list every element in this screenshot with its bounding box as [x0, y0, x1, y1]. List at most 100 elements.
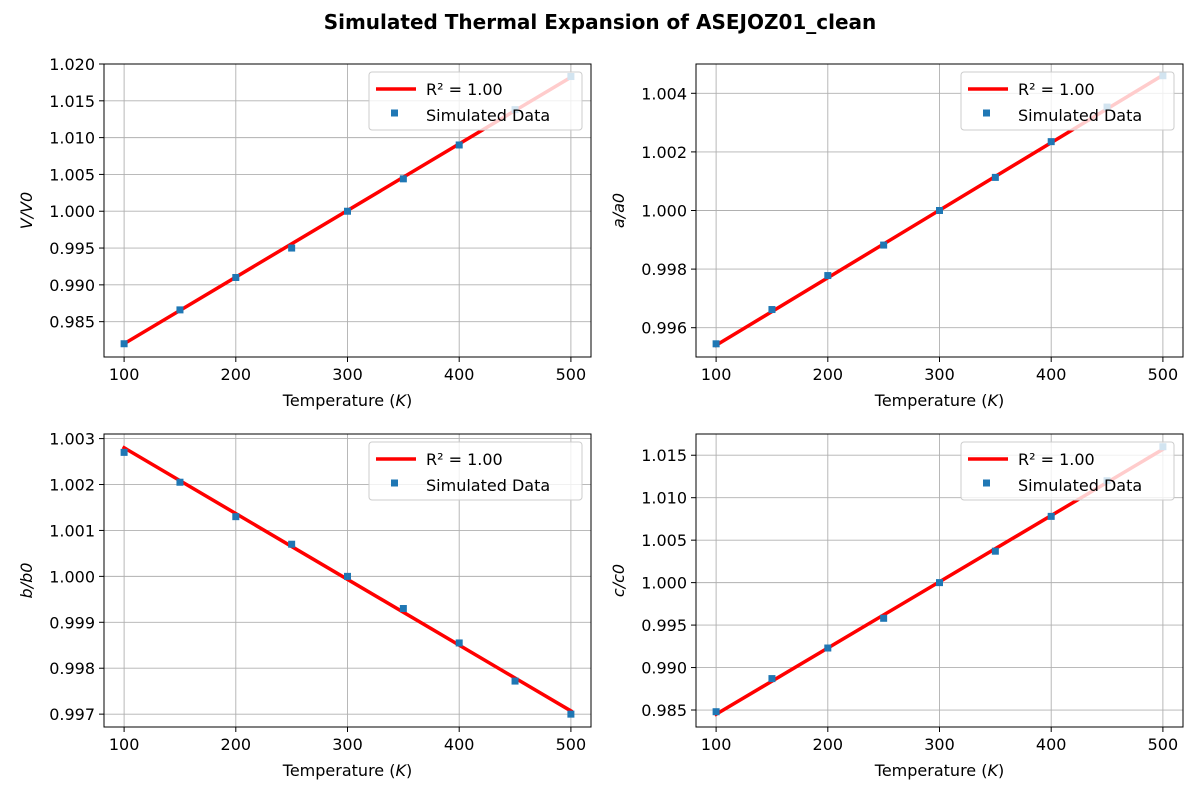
legend-box [368, 71, 583, 131]
y-tick-label: 1.010 [49, 129, 95, 148]
data-point [232, 513, 240, 521]
y-tick-label: 1.015 [641, 446, 687, 465]
y-tick-label: 1.000 [641, 574, 687, 593]
data-point [176, 306, 184, 314]
data-point [880, 614, 888, 622]
y-tick-label: 1.010 [641, 489, 687, 508]
legend-fit-label: R² = 1.00 [426, 450, 503, 469]
x-tick-label: 500 [556, 365, 587, 384]
legend-data-label: Simulated Data [1018, 106, 1142, 125]
data-point [511, 677, 519, 685]
y-tick-label: 1.000 [641, 202, 687, 221]
y-tick-label: 0.995 [49, 239, 95, 258]
subplot-4: 100 200 300 400 500 0.985 0.990 0.995 1.000 1.005… [609, 433, 1184, 780]
figure-title: Simulated Thermal Expansion of ASEJOZ01_… [323, 10, 877, 34]
y-tick-label: 0.995 [641, 616, 687, 635]
y-tick-label: 1.002 [641, 143, 687, 162]
x-tick-label: 100 [109, 365, 140, 384]
legend: R² = 1.00 Simulated Data [960, 441, 1175, 501]
y-tick-label: 1.015 [49, 92, 95, 111]
data-point [712, 340, 720, 348]
y-axis-label: V/V0 [17, 192, 36, 229]
legend: R² = 1.00 Simulated Data [960, 71, 1175, 131]
x-tick-label: 300 [924, 735, 955, 754]
x-tick-label: 200 [813, 735, 844, 754]
legend-box [960, 441, 1175, 501]
x-tick-label: 200 [221, 365, 252, 384]
data-point [399, 175, 407, 183]
y-tick-label: 0.999 [49, 613, 95, 632]
y-tick-label: 1.000 [49, 202, 95, 221]
data-point [288, 244, 296, 252]
x-axis-label: Temperature (K) [874, 391, 1004, 410]
data-point [455, 639, 463, 647]
y-tick-label: 1.000 [49, 567, 95, 586]
x-axis-label: Temperature (K) [874, 761, 1004, 780]
y-axis-label: a/a0 [609, 193, 628, 228]
data-point [232, 273, 240, 281]
data-point [1047, 512, 1055, 520]
y-tick-label: 0.997 [49, 705, 95, 724]
x-axis-label: Temperature (K) [282, 391, 412, 410]
data-point [120, 340, 128, 348]
x-tick-label: 300 [332, 365, 363, 384]
y-tick-label: 0.998 [49, 659, 95, 678]
data-point [344, 207, 351, 215]
x-tick-label: 100 [701, 365, 732, 384]
y-tick-label: 0.985 [641, 701, 687, 720]
x-tick-label: 500 [556, 735, 587, 754]
x-tick-label: 200 [221, 735, 252, 754]
data-point [880, 241, 888, 249]
x-tick-label: 300 [924, 365, 955, 384]
y-tick-label: 0.985 [49, 313, 95, 332]
data-point [991, 173, 999, 181]
data-point [936, 207, 943, 214]
data-point [567, 710, 575, 718]
y-tick-label: 1.004 [641, 84, 687, 103]
x-tick-label: 200 [813, 365, 844, 384]
x-tick-label: 400 [444, 735, 475, 754]
legend-data-swatch [983, 479, 990, 487]
subplot-2: 100 200 300 400 500 0.996 0.998 1.000 1.002 1.004… [609, 63, 1184, 410]
subplot-1: 100 200 300 400 500 0.985 0.990 0.995 1.000 1.005… [17, 55, 592, 410]
data-point [768, 306, 776, 314]
y-axis-label: b/b0 [17, 563, 36, 599]
y-tick-label: 1.001 [49, 521, 95, 540]
x-tick-label: 400 [444, 365, 475, 384]
data-point [824, 272, 832, 280]
legend-data-label: Simulated Data [1018, 476, 1142, 495]
data-point [176, 478, 184, 486]
legend-data-label: Simulated Data [426, 106, 550, 125]
x-tick-label: 500 [1148, 735, 1179, 754]
x-tick-label: 400 [1036, 735, 1067, 754]
y-tick-label: 1.005 [641, 531, 687, 550]
data-point [399, 605, 407, 613]
data-point [824, 644, 832, 652]
legend-box [960, 71, 1175, 131]
y-tick-label: 1.005 [49, 165, 95, 184]
x-tick-label: 500 [1148, 365, 1179, 384]
legend: R² = 1.00 Simulated Data [368, 71, 583, 131]
x-axis-label: Temperature (K) [282, 761, 412, 780]
data-point [344, 572, 351, 580]
legend-fit-label: R² = 1.00 [1018, 80, 1095, 99]
legend-fit-label: R² = 1.00 [1018, 450, 1095, 469]
data-point [768, 675, 776, 683]
data-point [712, 708, 720, 716]
legend-fit-label: R² = 1.00 [426, 80, 503, 99]
data-point [288, 540, 296, 548]
y-tick-label: 1.002 [49, 476, 95, 495]
subplot-3: 100 200 300 400 500 0.997 0.998 0.999 1.000 1.001… [17, 430, 592, 780]
x-tick-label: 400 [1036, 365, 1067, 384]
y-tick-label: 0.996 [641, 319, 687, 338]
x-tick-label: 100 [701, 735, 732, 754]
data-point [455, 141, 463, 149]
y-axis-label: c/c0 [609, 564, 628, 597]
legend-data-swatch [983, 109, 990, 117]
y-tick-label: 1.020 [49, 55, 95, 74]
x-tick-label: 100 [109, 735, 140, 754]
data-point [936, 579, 943, 587]
legend-data-label: Simulated Data [426, 476, 550, 495]
y-tick-label: 0.990 [49, 276, 95, 295]
